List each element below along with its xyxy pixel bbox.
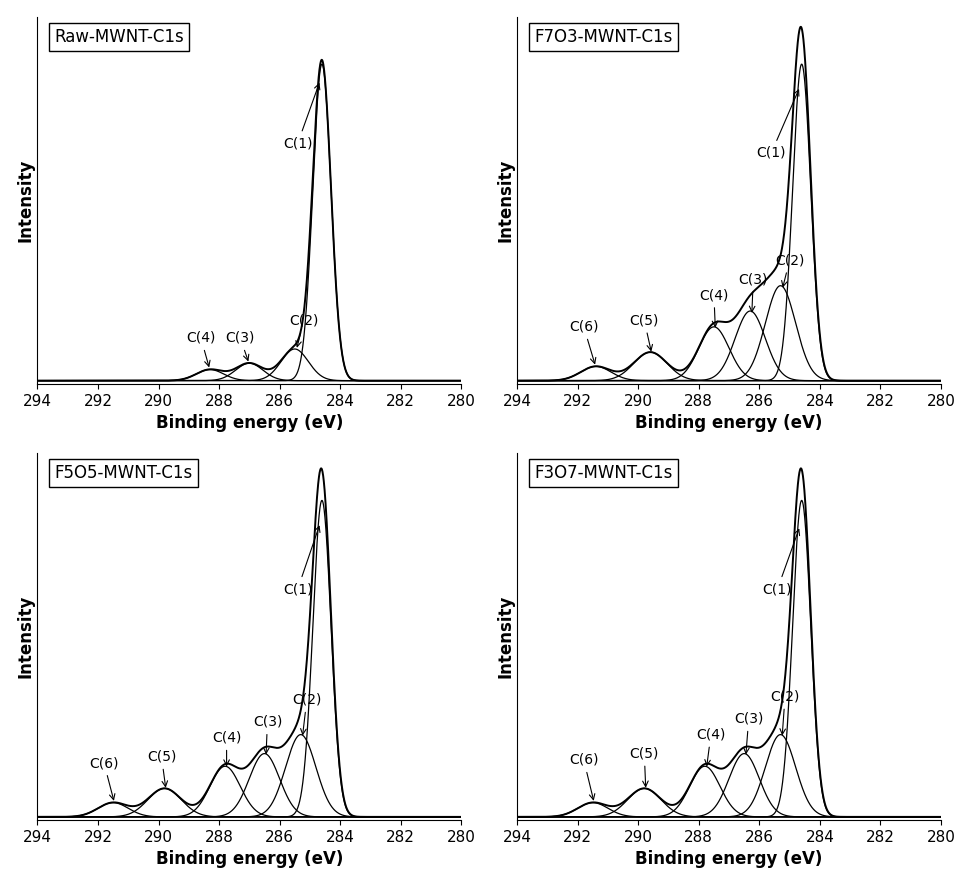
- Text: C(3): C(3): [226, 331, 255, 360]
- Text: C(2): C(2): [293, 693, 322, 735]
- Text: C(6): C(6): [89, 756, 119, 800]
- Text: C(3): C(3): [734, 712, 763, 753]
- Text: F7O3-MWNT-C1s: F7O3-MWNT-C1s: [535, 27, 673, 46]
- Text: C(1): C(1): [283, 84, 320, 150]
- Y-axis label: Intensity: Intensity: [17, 158, 35, 242]
- Text: C(4): C(4): [187, 331, 216, 366]
- X-axis label: Binding energy (eV): Binding energy (eV): [156, 414, 343, 432]
- X-axis label: Binding energy (eV): Binding energy (eV): [156, 850, 343, 868]
- Text: C(1): C(1): [756, 90, 799, 160]
- X-axis label: Binding energy (eV): Binding energy (eV): [636, 850, 822, 868]
- Text: C(5): C(5): [630, 313, 659, 350]
- Text: C(4): C(4): [212, 731, 241, 766]
- Text: F5O5-MWNT-C1s: F5O5-MWNT-C1s: [54, 464, 192, 482]
- Text: C(6): C(6): [569, 319, 599, 364]
- Text: C(2): C(2): [289, 313, 319, 347]
- Text: C(4): C(4): [699, 289, 729, 327]
- Y-axis label: Intensity: Intensity: [17, 595, 35, 678]
- Text: C(1): C(1): [763, 529, 800, 596]
- X-axis label: Binding energy (eV): Binding energy (eV): [636, 414, 822, 432]
- Text: C(3): C(3): [253, 715, 282, 753]
- Text: F3O7-MWNT-C1s: F3O7-MWNT-C1s: [535, 464, 673, 482]
- Text: C(5): C(5): [630, 747, 659, 787]
- Text: C(2): C(2): [771, 689, 800, 735]
- Text: C(3): C(3): [739, 273, 768, 312]
- Text: C(6): C(6): [569, 753, 599, 800]
- Text: C(2): C(2): [775, 253, 804, 287]
- Y-axis label: Intensity: Intensity: [497, 595, 514, 678]
- Text: C(4): C(4): [696, 727, 725, 766]
- Text: C(1): C(1): [283, 527, 320, 596]
- Y-axis label: Intensity: Intensity: [497, 158, 514, 242]
- Text: Raw-MWNT-C1s: Raw-MWNT-C1s: [54, 27, 184, 46]
- Text: C(5): C(5): [147, 750, 176, 787]
